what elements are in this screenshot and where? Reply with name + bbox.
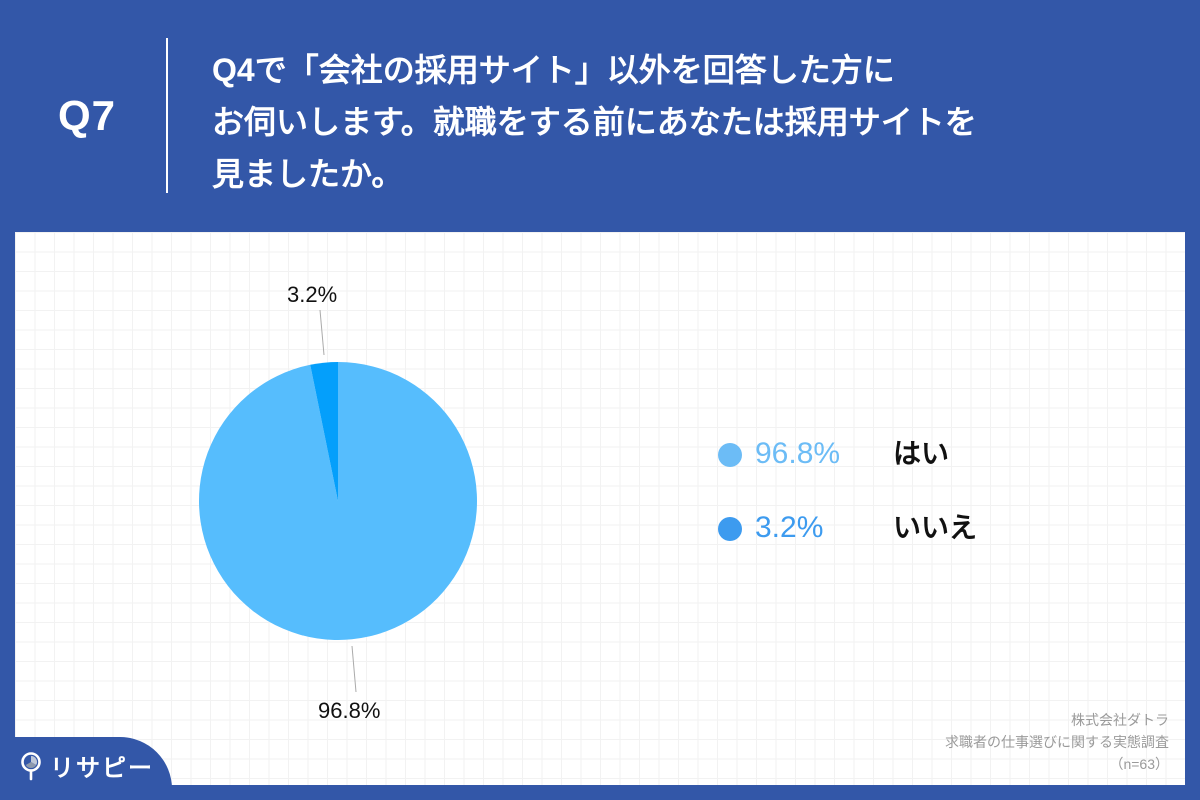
source-sample-size: （n=63） [1109, 756, 1169, 772]
header-divider [166, 38, 168, 193]
legend-pct-yes: 96.8% [755, 437, 841, 470]
legend-label-no: いいえ [893, 512, 978, 543]
pie-label-no: 3.2% [287, 282, 338, 307]
question-line-1: Q4で「会社の採用サイト」以外を回答した方に [212, 52, 895, 88]
legend-label-yes: はい [893, 438, 950, 469]
question-text: Q4で「会社の採用サイト」以外を回答した方に お伺いします。就職をする前にあなた… [212, 44, 1112, 200]
leader-line-yes [351, 645, 357, 693]
legend-dot-no-icon [718, 517, 742, 541]
pie-slice-yes [198, 362, 477, 641]
question-line-3: 見ましたか。 [212, 156, 404, 192]
legend-dot-yes-icon [718, 443, 742, 467]
source-note: 株式会社ダトラ 求職者の仕事選びに関する実態調査 （n=63） [945, 709, 1169, 775]
source-company: 株式会社ダトラ [1071, 712, 1169, 728]
source-survey: 求職者の仕事選びに関する実態調査 [945, 734, 1169, 750]
brand-name: リサピー [50, 755, 154, 782]
legend-pct-no: 3.2% [755, 511, 824, 544]
pin-icon [21, 751, 41, 780]
question-number: Q7 [58, 92, 117, 139]
header: Q7 Q4で「会社の採用サイト」以外を回答した方に お伺いします。就職をする前に… [0, 0, 1200, 232]
brand-logo: リサピー [20, 748, 154, 783]
pie-label-yes: 96.8% [318, 698, 381, 723]
leader-line-no [319, 309, 325, 356]
question-line-2: お伺いします。就職をする前にあなたは採用サイトを [212, 104, 977, 140]
pie-slice-no [310, 362, 338, 501]
pie-chart [198, 309, 477, 693]
chart-panel: 3.2% 96.8% 96.8% はい 3.2% いいえ 株式会社ダトラ 求職者… [15, 232, 1185, 785]
